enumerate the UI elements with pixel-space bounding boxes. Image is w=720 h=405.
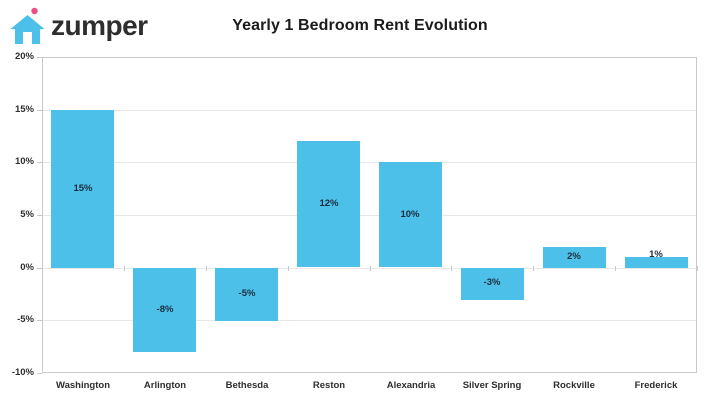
gridline: [43, 110, 696, 111]
x-axis-label: Frederick: [634, 380, 678, 391]
x-axis-label: Washington: [56, 380, 110, 391]
y-axis-tick: [37, 162, 42, 163]
y-axis-label: 10%: [14, 156, 34, 167]
gridline: [43, 320, 696, 321]
x-axis-tick: [288, 266, 289, 271]
y-axis-label: -10%: [11, 367, 34, 378]
y-axis-label: 15%: [14, 104, 34, 115]
y-axis-label: 5%: [20, 209, 34, 220]
house-shape: [10, 15, 45, 44]
x-axis-label: Rockville: [553, 380, 595, 391]
bar-value-label: 12%: [319, 198, 339, 209]
bar[interactable]: [297, 141, 360, 267]
x-axis-label: Reston: [312, 380, 346, 391]
house-icon: [10, 5, 46, 47]
x-axis-tick: [451, 266, 452, 271]
x-axis-label: Silver Spring: [462, 380, 522, 391]
x-axis-tick: [615, 266, 616, 271]
bar[interactable]: [379, 162, 442, 267]
y-axis-tick: [37, 268, 42, 269]
y-axis-label: 0%: [20, 262, 34, 273]
x-axis-tick: [42, 266, 43, 271]
logo-wordmark: zumper: [51, 10, 148, 41]
bar-value-label: -3%: [483, 277, 501, 288]
bar[interactable]: [133, 268, 196, 352]
house-icon-svg: [10, 7, 45, 44]
zumper-logo: zumper: [10, 4, 148, 48]
bar-value-label: 15%: [73, 183, 93, 194]
plot-area: [42, 57, 697, 373]
chart-title: Yearly 1 Bedroom Rent Evolution: [232, 17, 488, 34]
y-axis-tick: [37, 373, 42, 374]
bar-value-label: 10%: [400, 209, 420, 220]
bar[interactable]: [51, 110, 114, 268]
x-axis-tick: [124, 266, 125, 271]
logo-pink-dot: [31, 7, 38, 15]
y-axis-tick: [37, 215, 42, 216]
bar[interactable]: [215, 268, 278, 321]
bar-value-label: -5%: [238, 288, 256, 299]
y-axis-tick: [37, 320, 42, 321]
gridline: [43, 268, 696, 269]
x-axis-tick: [697, 266, 698, 271]
bar-value-label: -8%: [156, 304, 174, 315]
gridline: [43, 162, 696, 163]
x-axis-label: Arlington: [143, 380, 187, 391]
x-axis-label: Alexandria: [386, 380, 436, 391]
house-door: [23, 32, 32, 44]
x-axis-tick: [206, 266, 207, 271]
y-axis-tick: [37, 57, 42, 58]
y-axis-label: -5%: [17, 314, 34, 325]
x-axis-tick: [533, 266, 534, 271]
x-axis-tick: [370, 266, 371, 271]
bar[interactable]: [625, 257, 688, 268]
gridline: [43, 215, 696, 216]
bar-value-label: 1%: [649, 249, 663, 260]
y-axis-tick: [37, 110, 42, 111]
x-axis-label: Bethesda: [225, 380, 269, 391]
bar[interactable]: [543, 247, 606, 268]
bar[interactable]: [461, 268, 524, 300]
y-axis-label: 20%: [14, 51, 34, 62]
bar-value-label: 2%: [567, 251, 581, 262]
